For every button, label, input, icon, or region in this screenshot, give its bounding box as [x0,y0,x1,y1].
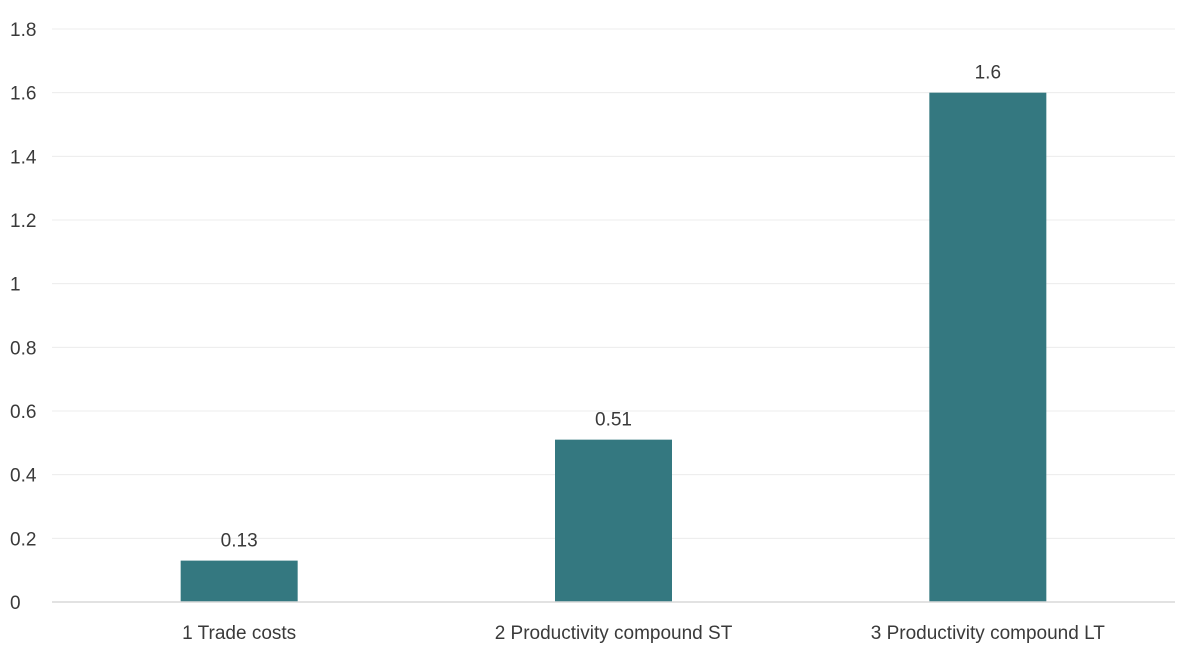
data-label: 0.13 [221,531,258,552]
bar [180,560,298,602]
y-tick-label: 0.4 [10,466,37,487]
x-category-label: 2 Productivity compound ST [495,623,733,644]
bar [555,439,672,602]
x-axis-category-labels: 1 Trade costs 2 Productivity compound ST 3… [182,623,1105,644]
y-tick-label: 1 [10,275,21,296]
y-tick-label: 0.6 [10,402,36,423]
y-tick-label: 1.8 [10,20,36,41]
y-tick-label: 1.4 [10,147,37,168]
bar [929,92,1047,603]
y-axis-tick-labels: 0 0.2 0.4 0.6 0.8 1 1.2 1.4 1.6 1.8 [10,20,37,614]
x-category-label: 1 Trade costs [182,623,296,644]
y-tick-label: 0 [10,593,21,614]
y-tick-label: 1.6 [10,84,36,105]
y-tick-label: 1.2 [10,211,36,232]
data-labels: 0.13 0.51 1.6 [221,63,1001,552]
bars [180,92,1047,603]
x-category-label: 3 Productivity compound LT [871,623,1105,644]
data-label: 1.6 [975,63,1001,84]
data-label: 0.51 [595,410,632,431]
gridlines [52,28,1175,539]
y-tick-label: 0.8 [10,338,36,359]
y-tick-label: 0.2 [10,529,36,550]
